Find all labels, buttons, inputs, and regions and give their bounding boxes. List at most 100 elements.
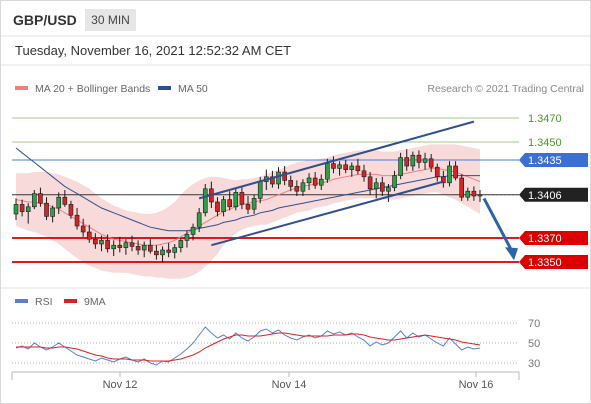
candle-body <box>398 157 403 176</box>
candle-body <box>135 246 141 251</box>
candle <box>86 224 92 243</box>
candle-body <box>123 242 129 248</box>
chart-timestamp: Tuesday, November 16, 2021 12:52:32 AM C… <box>15 43 292 58</box>
candle <box>294 180 300 196</box>
rsi-ma-legend-swatch <box>64 299 77 303</box>
candle <box>202 184 208 217</box>
main-legend: MA 20 + Bollinger Bands MA 50 Research ©… <box>15 83 584 95</box>
candle <box>25 203 31 224</box>
candle <box>44 197 49 220</box>
candle-body <box>373 182 379 190</box>
candle <box>282 166 287 186</box>
candle-body <box>428 158 434 168</box>
candle <box>13 198 19 220</box>
candle <box>93 233 98 249</box>
candle <box>471 186 477 201</box>
candle <box>117 236 123 253</box>
candle-body <box>312 177 318 186</box>
rsi-ma-line <box>16 332 481 362</box>
candle-body <box>325 163 330 180</box>
candle <box>68 200 74 219</box>
candle <box>312 172 318 189</box>
price-tag-3 <box>519 187 588 202</box>
candle-body <box>245 204 251 210</box>
candle-body <box>154 250 159 256</box>
candle <box>410 151 416 171</box>
candle <box>148 239 153 254</box>
candle-body <box>343 164 348 170</box>
candle <box>32 190 37 210</box>
price-tag-5 <box>519 255 588 269</box>
candle <box>50 205 55 223</box>
candle-body <box>196 212 202 228</box>
candle-body <box>141 244 147 251</box>
rsi-legend-swatch <box>15 299 28 303</box>
candle-body <box>233 192 239 208</box>
candle <box>447 161 452 187</box>
candle-body <box>68 204 74 216</box>
candle-body <box>380 182 385 192</box>
candle-body <box>99 240 104 245</box>
candle <box>251 194 257 214</box>
candle-body <box>184 234 190 241</box>
candle <box>465 187 471 201</box>
candle <box>398 152 403 180</box>
price-tag-label-5: 1.3350 <box>528 257 562 269</box>
price-tag-4 <box>519 231 588 245</box>
candle <box>380 176 385 196</box>
candle <box>367 172 373 195</box>
ma50-legend-swatch <box>158 86 171 90</box>
symbol-title: GBP/USD <box>13 12 77 28</box>
candle <box>331 156 336 174</box>
candle-body <box>331 163 336 169</box>
candle <box>459 174 464 201</box>
price-tag-label-2: 1.3435 <box>528 155 562 167</box>
candle-body <box>392 175 397 188</box>
ma50-legend-label: MA 50 <box>178 83 208 95</box>
candle-body <box>471 190 477 197</box>
candle-body <box>190 226 196 235</box>
trend-channel <box>198 120 518 261</box>
candle <box>154 245 159 260</box>
candle <box>99 235 104 252</box>
candle <box>135 240 141 255</box>
channel-upper-line <box>198 120 475 200</box>
candle-body <box>62 196 68 205</box>
candle-body <box>416 154 422 163</box>
price-level-label-0: 1.3470 <box>528 113 562 125</box>
candle <box>270 170 275 188</box>
candle-body <box>129 242 135 247</box>
candle-body <box>349 165 355 170</box>
price-tags: 1.3470 1.3450 1.3435 1.3406 1.3370 1.3350 <box>519 113 588 269</box>
candle <box>422 152 428 170</box>
chart-header: GBP/USD 30 MIN <box>0 0 591 36</box>
candle <box>300 179 306 196</box>
candle <box>477 190 483 202</box>
candle <box>373 178 379 199</box>
candle <box>166 242 171 258</box>
candle-body <box>80 225 86 233</box>
candle-body <box>166 249 171 253</box>
candle-body <box>276 171 281 185</box>
timeframe-button[interactable]: 30 MIN <box>85 9 136 31</box>
candle <box>306 173 312 190</box>
candle <box>19 199 25 217</box>
candle <box>184 230 190 248</box>
rsi-ma-legend-label: 9MA <box>84 296 106 308</box>
ma50-line <box>15 147 480 232</box>
candle-body <box>367 176 373 190</box>
rsi-panel: 70 50 30 <box>12 318 540 370</box>
candle-body <box>50 207 55 217</box>
candle-body <box>44 202 49 217</box>
x-tick-label-0: Nov 12 <box>103 379 138 391</box>
candle-body <box>19 204 25 212</box>
candle <box>434 163 440 182</box>
forecast-arrow <box>482 197 514 252</box>
candle <box>123 239 129 255</box>
candle <box>196 208 202 232</box>
rsi-legend-label: RSI <box>35 296 53 308</box>
candle-body <box>221 199 226 212</box>
candle <box>178 238 184 253</box>
candle <box>318 174 324 190</box>
